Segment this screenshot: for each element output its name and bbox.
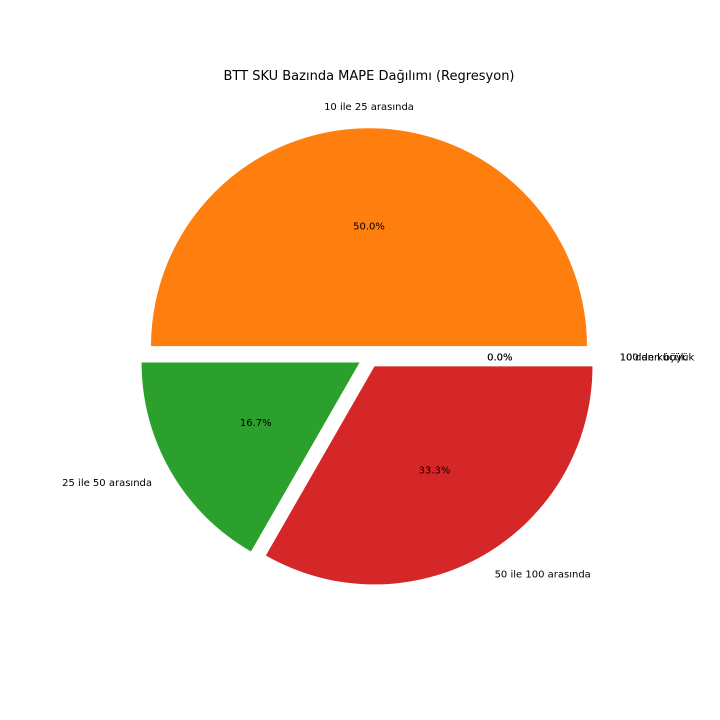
slice-label-10-ile-25-aras-nda: 10 ile 25 arasında bbox=[324, 102, 414, 113]
pct-label-25-ile-50-aras-nda: 16.7% bbox=[240, 418, 272, 429]
pct-label-100-den-b-y-k: 0.0% bbox=[487, 353, 512, 364]
pie-labels: 10'dan küçük 0.0% 10 ile 25 arasında 50.0% 2… bbox=[62, 102, 694, 581]
pie-slice-10-ile-25-aras-nda bbox=[151, 128, 587, 347]
slice-label-10-dan-k-k: 10'dan küçük bbox=[620, 353, 687, 364]
slice-label-25-ile-50-aras-nda: 25 ile 50 arasında bbox=[62, 478, 152, 489]
chart-title: BTT SKU Bazında MAPE Dağılımı (Regresyon… bbox=[223, 69, 514, 84]
pie-slice-50-ile-100-aras-nda bbox=[265, 366, 593, 585]
pct-label-10-ile-25-aras-nda: 50.0% bbox=[353, 222, 385, 233]
pie-slices bbox=[141, 128, 593, 585]
pie-slice-25-ile-50-aras-nda bbox=[141, 362, 360, 552]
pct-label-50-ile-100-aras-nda: 33.3% bbox=[419, 466, 451, 477]
slice-label-100-den-b-y-k: 100'den büyük bbox=[620, 353, 695, 364]
pct-label-10-dan-k-k: 0.0% bbox=[487, 353, 512, 364]
slice-label-50-ile-100-aras-nda: 50 ile 100 arasında bbox=[495, 569, 591, 580]
